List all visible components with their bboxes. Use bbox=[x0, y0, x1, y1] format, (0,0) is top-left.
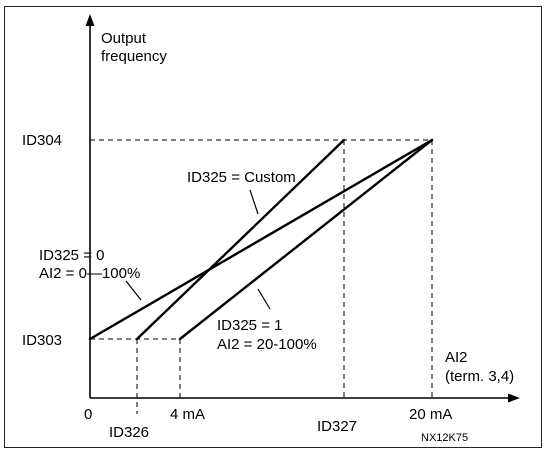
y-tick-id304: ID304 bbox=[22, 132, 62, 149]
x-axis-arrowhead bbox=[508, 393, 520, 403]
x-tick-4ma: 4 mA bbox=[170, 406, 205, 423]
leader-zero bbox=[125, 280, 142, 301]
label-id325-custom: ID325 = Custom bbox=[187, 169, 296, 186]
label-id325-0-line2: AI2 = 0—100% bbox=[39, 265, 140, 282]
y-axis-title-line2: frequency bbox=[101, 48, 167, 65]
figure-code: NX12K75 bbox=[421, 432, 468, 444]
x-tick-zero: 0 bbox=[84, 406, 92, 423]
curve-id325-custom bbox=[135, 138, 346, 341]
figure-frame bbox=[4, 6, 542, 448]
x-axis-title-line2: (term. 3,4) bbox=[445, 368, 514, 385]
y-axis-title-line1: Output bbox=[101, 30, 147, 47]
label-id325-1-line1: ID325 = 1 bbox=[217, 317, 282, 334]
curve-id325-1 bbox=[178, 138, 434, 341]
x-tick-id327: ID327 bbox=[317, 418, 357, 435]
label-id325-1-line2: AI2 = 20-100% bbox=[217, 336, 317, 353]
y-axis-arrowhead bbox=[85, 14, 95, 26]
y-tick-id303: ID303 bbox=[22, 332, 62, 349]
label-id325-0-line1: ID325 = 0 bbox=[39, 247, 104, 264]
curve-id325-0 bbox=[88, 138, 434, 341]
x-tick-id326: ID326 bbox=[109, 424, 149, 441]
x-tick-20ma: 20 mA bbox=[409, 406, 452, 423]
x-axis-title-line1: AI2 bbox=[445, 349, 468, 366]
leader-custom bbox=[249, 189, 259, 215]
leader-one bbox=[257, 288, 271, 310]
